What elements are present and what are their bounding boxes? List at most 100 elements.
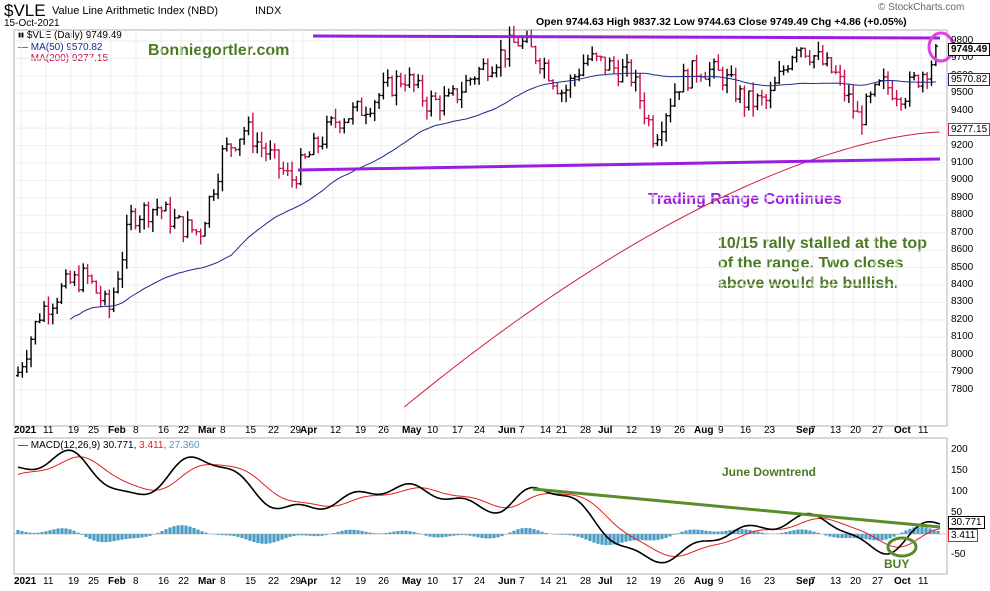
histogram-bar: [236, 534, 240, 537]
histogram-bar: [796, 529, 800, 534]
ohlc-bar: [785, 65, 790, 73]
x-tick-label: 20: [850, 425, 862, 436]
ohlc-bar: [168, 196, 173, 234]
histogram-bar: [108, 534, 112, 542]
histogram-bar: [160, 531, 164, 534]
histogram-bar: [232, 534, 236, 537]
histogram-bar: [640, 534, 644, 541]
histogram-bar: [760, 532, 764, 534]
ohlc-bar: [176, 214, 181, 219]
ohlc-bar: [807, 50, 812, 66]
ohlc-bar: [825, 52, 830, 67]
ohlc-bar: [777, 61, 782, 85]
ohlc-bar: [137, 215, 142, 233]
ohlc-bar: [886, 71, 890, 95]
ohlc-bar: [294, 176, 299, 189]
histogram-bar: [564, 534, 568, 535]
ohlc-bar: [694, 54, 699, 83]
histogram-bar: [248, 534, 252, 541]
ohlc-bar: [290, 161, 295, 188]
histogram-bar: [612, 534, 616, 545]
watermark: © StockCharts.com: [878, 2, 965, 13]
buy-circle: [886, 536, 918, 558]
ohlc-bar: [424, 96, 429, 120]
ohlc-bar: [603, 56, 608, 75]
histogram-bar: [512, 530, 516, 534]
ohlc-bar: [481, 58, 486, 71]
x-tick-label: 7: [519, 576, 525, 587]
histogram-bar: [260, 534, 264, 544]
histogram-bar: [424, 534, 428, 536]
histogram-bar: [932, 529, 936, 534]
x-tick-label: Mar: [198, 576, 216, 587]
ohlc-bar: [712, 58, 716, 79]
ohlc-bar: [459, 81, 464, 109]
histogram-bar: [172, 526, 176, 534]
histogram-bar: [20, 531, 24, 534]
histogram-bar: [592, 534, 596, 543]
macd-tick-label: 50: [951, 507, 963, 518]
histogram-bar: [476, 534, 480, 538]
x-tick-label: 7: [810, 576, 816, 587]
histogram-bar: [632, 534, 636, 541]
ohlc-bar: [642, 92, 647, 125]
histogram-bar: [920, 526, 924, 534]
x-tick-label: May: [402, 425, 422, 436]
ohlc-bar: [842, 69, 847, 102]
range-annotation: Trading Range Continues: [648, 191, 842, 208]
ohlc-bar: [446, 88, 451, 97]
ma200-tag: 9277.15: [948, 123, 990, 136]
histogram-bar: [444, 534, 448, 537]
ohlc-bar: [411, 73, 416, 93]
histogram-bar: [708, 531, 712, 534]
ohlc-bar: [163, 201, 168, 212]
x-tick-label: 17: [452, 425, 464, 436]
ohlc-bar: [472, 76, 477, 85]
histogram-bar: [628, 534, 632, 541]
histogram-bar: [528, 528, 532, 534]
ohlc-bar: [224, 137, 229, 152]
ohlc-bar: [755, 93, 760, 111]
ohlc-bar: [233, 147, 238, 152]
ohlc-bar: [150, 208, 155, 233]
histogram-bar: [192, 527, 196, 534]
histogram-bar: [364, 531, 368, 534]
x-tick-label: 11: [918, 576, 929, 587]
ohlc-bar: [368, 107, 373, 118]
ohlc-bar: [772, 76, 777, 92]
x-tick-label: 29: [290, 576, 302, 587]
histogram-bar: [620, 534, 624, 543]
histogram-bar: [60, 528, 64, 534]
histogram-bar: [880, 534, 884, 541]
ohlc-bar: [316, 136, 321, 154]
range-top-trendline: [312, 34, 941, 40]
ohlc-bar: [129, 204, 134, 231]
histogram-bar: [200, 531, 204, 534]
histogram-bar: [204, 532, 208, 534]
histogram-bar: [636, 534, 640, 541]
histogram-bar: [704, 530, 708, 534]
ohlc-bar: [72, 271, 77, 286]
histogram-bar: [104, 534, 108, 543]
histogram-bar: [252, 534, 256, 543]
histogram-bar: [832, 534, 836, 538]
price-tick-label: 7900: [951, 366, 974, 378]
histogram-bar: [720, 531, 724, 534]
histogram-bar: [52, 529, 56, 534]
histogram-bar: [144, 534, 148, 537]
histogram-bar: [828, 534, 832, 537]
histogram-bar: [724, 530, 728, 534]
histogram-bar: [616, 534, 620, 544]
ohlc-bar: [490, 66, 495, 78]
histogram-bar: [744, 529, 748, 534]
histogram-bar: [788, 530, 792, 534]
histogram-bar: [296, 534, 300, 536]
ohlc-bar: [190, 219, 194, 233]
macd-histogram: [16, 525, 940, 546]
ohlc-bar: [455, 88, 460, 104]
histogram-bar: [316, 534, 320, 537]
exchange: INDX: [255, 5, 282, 17]
histogram-bar: [500, 534, 504, 537]
histogram-bar: [124, 534, 128, 540]
